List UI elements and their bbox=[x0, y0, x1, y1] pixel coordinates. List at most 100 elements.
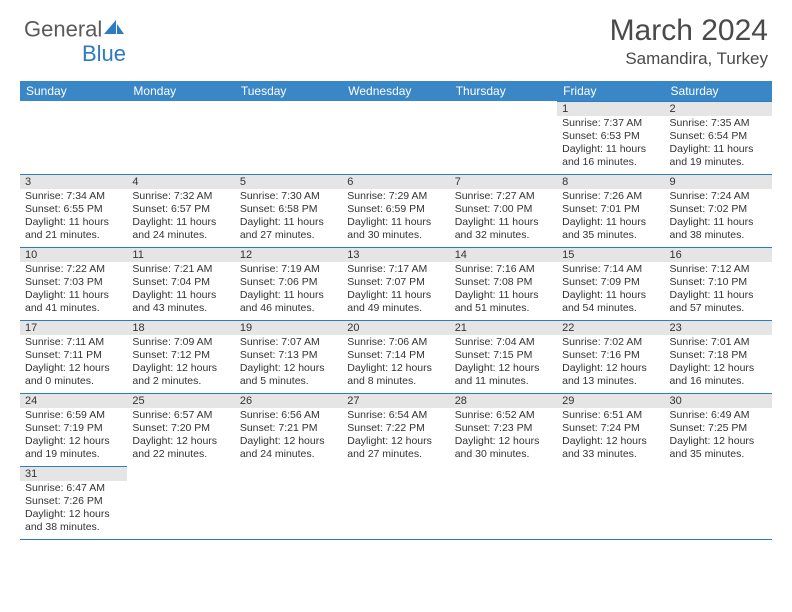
sunrise-text: Sunrise: 7:27 AM bbox=[455, 190, 552, 203]
sunset-text: Sunset: 7:09 PM bbox=[562, 276, 659, 289]
day-number: 26 bbox=[235, 393, 342, 408]
calendar-week: 24Sunrise: 6:59 AMSunset: 7:19 PMDayligh… bbox=[20, 393, 772, 466]
day-number: 24 bbox=[20, 393, 127, 408]
calendar-table: SundayMondayTuesdayWednesdayThursdayFrid… bbox=[20, 81, 772, 540]
logo-text-blue: Blue bbox=[82, 41, 126, 66]
calendar-day: 21Sunrise: 7:04 AMSunset: 7:15 PMDayligh… bbox=[450, 320, 557, 393]
day-content: Sunrise: 7:11 AMSunset: 7:11 PMDaylight:… bbox=[20, 335, 127, 393]
daylight-text: Daylight: 11 hours and 51 minutes. bbox=[455, 289, 552, 315]
day-header: Saturday bbox=[665, 81, 772, 101]
calendar-day: 16Sunrise: 7:12 AMSunset: 7:10 PMDayligh… bbox=[665, 247, 772, 320]
calendar-day: 25Sunrise: 6:57 AMSunset: 7:20 PMDayligh… bbox=[127, 393, 234, 466]
daylight-text: Daylight: 12 hours and 38 minutes. bbox=[25, 508, 122, 534]
day-number: 21 bbox=[450, 320, 557, 335]
daylight-text: Daylight: 11 hours and 21 minutes. bbox=[25, 216, 122, 242]
day-number: 27 bbox=[342, 393, 449, 408]
sunrise-text: Sunrise: 7:19 AM bbox=[240, 263, 337, 276]
day-header: Tuesday bbox=[235, 81, 342, 101]
calendar-day: 26Sunrise: 6:56 AMSunset: 7:21 PMDayligh… bbox=[235, 393, 342, 466]
calendar-empty bbox=[127, 466, 234, 539]
daylight-text: Daylight: 11 hours and 30 minutes. bbox=[347, 216, 444, 242]
day-content: Sunrise: 7:01 AMSunset: 7:18 PMDaylight:… bbox=[665, 335, 772, 393]
calendar-day: 31Sunrise: 6:47 AMSunset: 7:26 PMDayligh… bbox=[20, 466, 127, 539]
day-header: Thursday bbox=[450, 81, 557, 101]
sunrise-text: Sunrise: 6:56 AM bbox=[240, 409, 337, 422]
daylight-text: Daylight: 12 hours and 11 minutes. bbox=[455, 362, 552, 388]
calendar-empty bbox=[665, 466, 772, 539]
day-content: Sunrise: 7:12 AMSunset: 7:10 PMDaylight:… bbox=[665, 262, 772, 320]
day-number: 28 bbox=[450, 393, 557, 408]
day-number: 14 bbox=[450, 247, 557, 262]
sunset-text: Sunset: 7:13 PM bbox=[240, 349, 337, 362]
calendar-empty bbox=[450, 101, 557, 174]
day-number: 9 bbox=[665, 174, 772, 189]
sunrise-text: Sunrise: 7:22 AM bbox=[25, 263, 122, 276]
day-content: Sunrise: 7:26 AMSunset: 7:01 PMDaylight:… bbox=[557, 189, 664, 247]
day-content: Sunrise: 7:22 AMSunset: 7:03 PMDaylight:… bbox=[20, 262, 127, 320]
sunset-text: Sunset: 6:58 PM bbox=[240, 203, 337, 216]
calendar-empty bbox=[235, 466, 342, 539]
day-content: Sunrise: 7:30 AMSunset: 6:58 PMDaylight:… bbox=[235, 189, 342, 247]
calendar-day: 15Sunrise: 7:14 AMSunset: 7:09 PMDayligh… bbox=[557, 247, 664, 320]
calendar-day: 3Sunrise: 7:34 AMSunset: 6:55 PMDaylight… bbox=[20, 174, 127, 247]
calendar-day: 14Sunrise: 7:16 AMSunset: 7:08 PMDayligh… bbox=[450, 247, 557, 320]
day-number: 8 bbox=[557, 174, 664, 189]
calendar-day: 27Sunrise: 6:54 AMSunset: 7:22 PMDayligh… bbox=[342, 393, 449, 466]
sunset-text: Sunset: 7:21 PM bbox=[240, 422, 337, 435]
calendar-day: 11Sunrise: 7:21 AMSunset: 7:04 PMDayligh… bbox=[127, 247, 234, 320]
sunrise-text: Sunrise: 7:11 AM bbox=[25, 336, 122, 349]
calendar-day: 28Sunrise: 6:52 AMSunset: 7:23 PMDayligh… bbox=[450, 393, 557, 466]
day-header: Sunday bbox=[20, 81, 127, 101]
sunset-text: Sunset: 6:59 PM bbox=[347, 203, 444, 216]
daylight-text: Daylight: 11 hours and 49 minutes. bbox=[347, 289, 444, 315]
sunrise-text: Sunrise: 7:30 AM bbox=[240, 190, 337, 203]
calendar-body: 1Sunrise: 7:37 AMSunset: 6:53 PMDaylight… bbox=[20, 101, 772, 539]
day-number: 10 bbox=[20, 247, 127, 262]
sunset-text: Sunset: 7:04 PM bbox=[132, 276, 229, 289]
sunset-text: Sunset: 7:11 PM bbox=[25, 349, 122, 362]
daylight-text: Daylight: 11 hours and 24 minutes. bbox=[132, 216, 229, 242]
sunset-text: Sunset: 6:53 PM bbox=[562, 130, 659, 143]
calendar-week: 31Sunrise: 6:47 AMSunset: 7:26 PMDayligh… bbox=[20, 466, 772, 539]
calendar-week: 17Sunrise: 7:11 AMSunset: 7:11 PMDayligh… bbox=[20, 320, 772, 393]
calendar-week: 3Sunrise: 7:34 AMSunset: 6:55 PMDaylight… bbox=[20, 174, 772, 247]
sunrise-text: Sunrise: 7:37 AM bbox=[562, 117, 659, 130]
calendar-day: 12Sunrise: 7:19 AMSunset: 7:06 PMDayligh… bbox=[235, 247, 342, 320]
page-title: March 2024 bbox=[610, 14, 768, 48]
day-number: 15 bbox=[557, 247, 664, 262]
sunset-text: Sunset: 7:06 PM bbox=[240, 276, 337, 289]
day-content: Sunrise: 7:34 AMSunset: 6:55 PMDaylight:… bbox=[20, 189, 127, 247]
sunset-text: Sunset: 7:23 PM bbox=[455, 422, 552, 435]
daylight-text: Daylight: 11 hours and 41 minutes. bbox=[25, 289, 122, 315]
sunset-text: Sunset: 7:22 PM bbox=[347, 422, 444, 435]
sunrise-text: Sunrise: 7:09 AM bbox=[132, 336, 229, 349]
sunrise-text: Sunrise: 6:49 AM bbox=[670, 409, 767, 422]
sunrise-text: Sunrise: 7:06 AM bbox=[347, 336, 444, 349]
day-content: Sunrise: 7:16 AMSunset: 7:08 PMDaylight:… bbox=[450, 262, 557, 320]
sunrise-text: Sunrise: 6:57 AM bbox=[132, 409, 229, 422]
day-content: Sunrise: 7:04 AMSunset: 7:15 PMDaylight:… bbox=[450, 335, 557, 393]
day-number: 17 bbox=[20, 320, 127, 335]
day-content: Sunrise: 6:49 AMSunset: 7:25 PMDaylight:… bbox=[665, 408, 772, 466]
day-content: Sunrise: 7:29 AMSunset: 6:59 PMDaylight:… bbox=[342, 189, 449, 247]
daylight-text: Daylight: 12 hours and 35 minutes. bbox=[670, 435, 767, 461]
calendar-empty bbox=[450, 466, 557, 539]
day-number: 31 bbox=[20, 466, 127, 481]
location-label: Samandira, Turkey bbox=[610, 49, 768, 69]
day-number: 20 bbox=[342, 320, 449, 335]
sunset-text: Sunset: 7:25 PM bbox=[670, 422, 767, 435]
sunset-text: Sunset: 7:20 PM bbox=[132, 422, 229, 435]
day-content: Sunrise: 7:07 AMSunset: 7:13 PMDaylight:… bbox=[235, 335, 342, 393]
calendar-day: 13Sunrise: 7:17 AMSunset: 7:07 PMDayligh… bbox=[342, 247, 449, 320]
day-number: 22 bbox=[557, 320, 664, 335]
daylight-text: Daylight: 12 hours and 16 minutes. bbox=[670, 362, 767, 388]
calendar-day: 20Sunrise: 7:06 AMSunset: 7:14 PMDayligh… bbox=[342, 320, 449, 393]
sunset-text: Sunset: 7:00 PM bbox=[455, 203, 552, 216]
daylight-text: Daylight: 12 hours and 22 minutes. bbox=[132, 435, 229, 461]
sunset-text: Sunset: 7:03 PM bbox=[25, 276, 122, 289]
header: GeneralBlue March 2024 Samandira, Turkey bbox=[0, 0, 792, 77]
calendar-day: 30Sunrise: 6:49 AMSunset: 7:25 PMDayligh… bbox=[665, 393, 772, 466]
day-number: 13 bbox=[342, 247, 449, 262]
sunrise-text: Sunrise: 7:01 AM bbox=[670, 336, 767, 349]
sunrise-text: Sunrise: 6:51 AM bbox=[562, 409, 659, 422]
